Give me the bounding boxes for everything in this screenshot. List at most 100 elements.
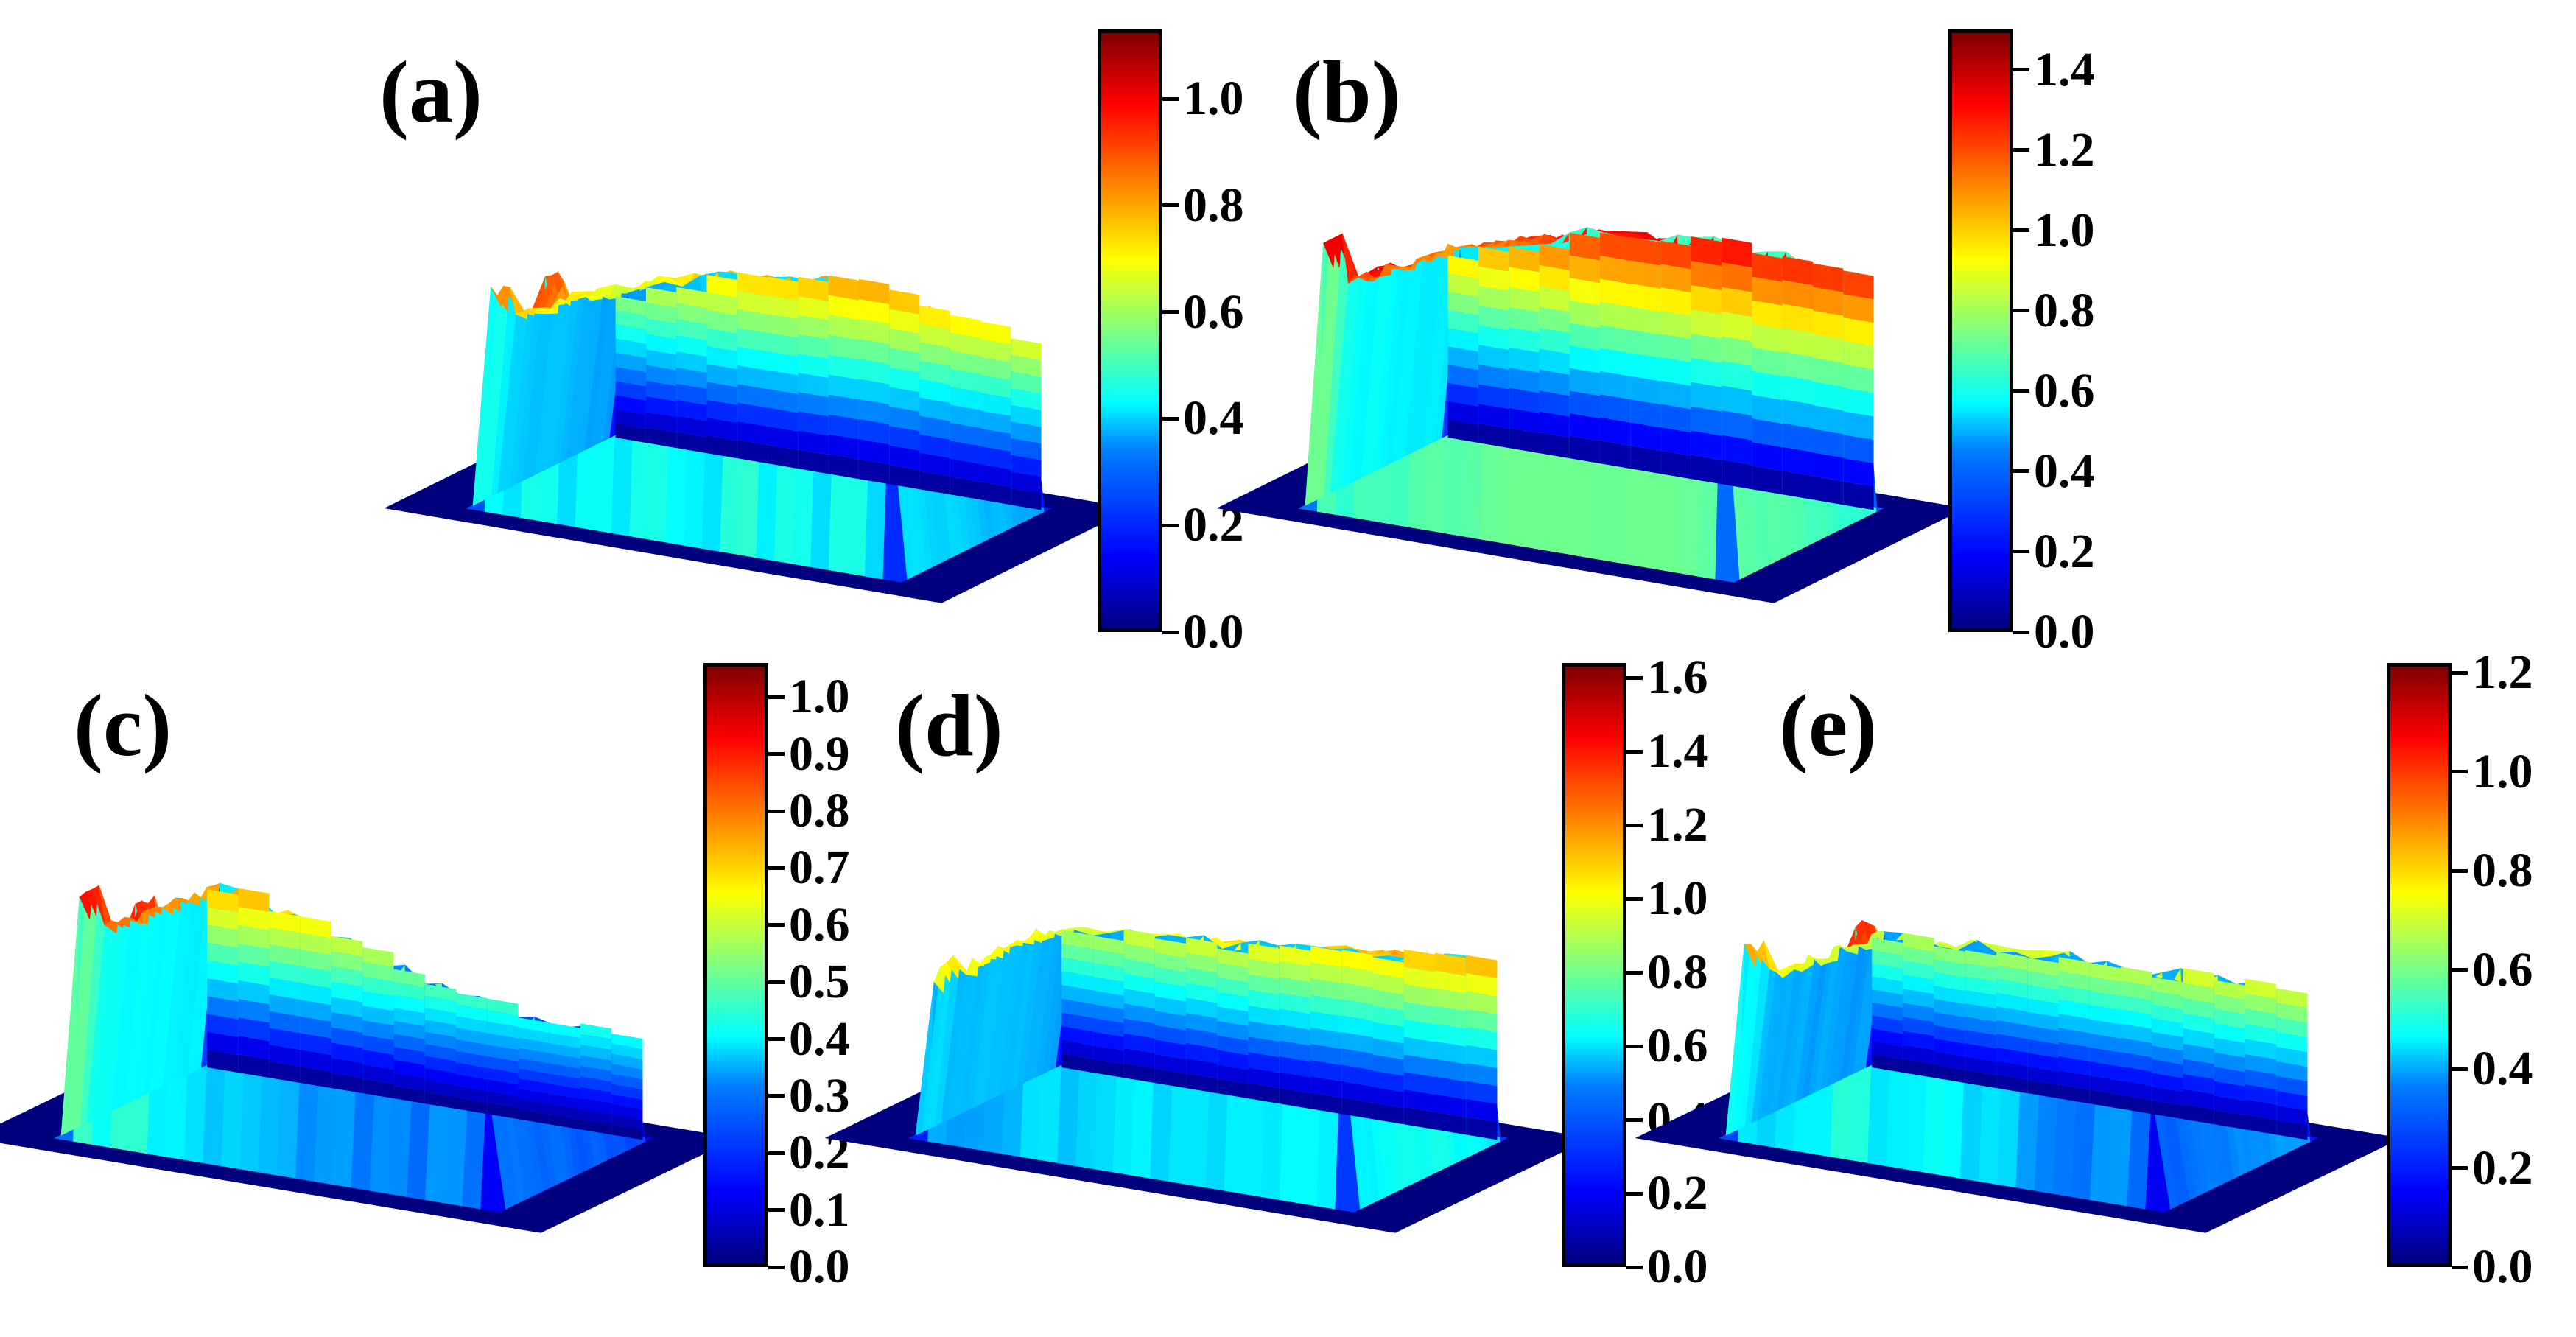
surface-wall: [645, 427, 677, 449]
surface-wall: [980, 446, 1011, 469]
surface-wall: [858, 319, 890, 345]
surface-wall: [980, 428, 1011, 452]
surface-wall: [615, 338, 646, 358]
surface-wall: [1011, 471, 1042, 494]
surface-wall: [980, 463, 1011, 488]
colorbar-tick-label: 1.0: [2472, 744, 2533, 799]
surface-wall: [919, 434, 950, 458]
colorbar-tick: [2452, 868, 2468, 873]
surface-wall: [615, 324, 646, 344]
surface-wall: [889, 289, 920, 315]
surface-wall: [737, 421, 768, 445]
surface-wall: [768, 444, 799, 469]
surface-wall: [615, 423, 646, 443]
colorbar-tick-label: 0.4: [1183, 391, 1244, 446]
surface-wall: [798, 372, 829, 398]
surface-wall: [768, 426, 799, 450]
surface-wall: [737, 439, 768, 464]
surface-wall: [828, 394, 859, 420]
colorbar-tick-label: 0.8: [2472, 843, 2533, 898]
surface-wall: [828, 334, 859, 360]
surface-wall: [676, 399, 707, 421]
surface-wall: [980, 482, 1011, 505]
surface-wall: [828, 454, 859, 480]
surface-wall: [1011, 421, 1042, 443]
surface-wall: [950, 441, 980, 464]
surface-wall: [768, 314, 799, 338]
colorbar-tick: [1162, 523, 1179, 527]
colorbar-tick-label: 0.8: [1183, 178, 1244, 232]
surface-wall: [919, 342, 950, 366]
surface-wall: [768, 351, 799, 376]
surface-wall: [768, 276, 799, 301]
surface-wall: [858, 438, 890, 465]
surface-wall: [615, 352, 646, 373]
surface-wall: [676, 303, 707, 325]
surface-wall: [737, 309, 768, 334]
surface-wall: [615, 367, 646, 387]
surface-wall: [645, 303, 677, 324]
surface-wall: [950, 332, 980, 357]
surface-wall: [828, 315, 859, 340]
surface-wall: [950, 404, 980, 428]
surface-wall: [950, 315, 980, 339]
surface-wall: [919, 452, 950, 477]
surface-wall: [889, 464, 920, 490]
surface-wall: [768, 295, 799, 320]
surface-wall: [919, 323, 950, 348]
colorbar-tick: [2452, 1067, 2468, 1071]
surface-wall: [980, 357, 1011, 381]
surface-wall: [798, 295, 829, 320]
colorbar-tick-label: 0.6: [1183, 284, 1244, 339]
surface-wall: [889, 406, 920, 432]
surface-wall: [950, 476, 980, 500]
surface-wall: [706, 399, 737, 423]
surface-wall: [676, 383, 707, 405]
surface-wall: [706, 328, 737, 351]
surface-wall: [950, 351, 980, 374]
surface-wall: [798, 449, 829, 474]
surface-wall: [706, 292, 737, 316]
surface-wall: [858, 379, 890, 404]
surface-wall: [615, 310, 646, 330]
colorbar-tick: [1162, 416, 1179, 421]
surface-wall: [1011, 338, 1042, 360]
surface-wall: [919, 415, 950, 440]
colorbar-tick: [2452, 670, 2468, 675]
surface-wall: [798, 276, 829, 301]
surface-wall: [889, 329, 920, 354]
surface-wall: [889, 387, 920, 412]
colorbar-tick: [2452, 770, 2468, 774]
surface-wall: [980, 321, 1011, 345]
colorbar-tick: [1162, 630, 1179, 634]
surface-wall: [676, 335, 707, 357]
surface-wall: [889, 445, 920, 470]
surface-wall: [798, 334, 829, 359]
surface-wall: [858, 278, 890, 304]
surface-wall: [828, 374, 859, 400]
surface-wall: [645, 365, 677, 386]
colorbar-tick: [2452, 968, 2468, 972]
surface-wall: [828, 354, 859, 380]
surface-wall: [737, 365, 768, 390]
surface-wall: [615, 395, 646, 415]
surface-wall: [645, 349, 677, 371]
surface-wall: [798, 392, 829, 417]
surface-wall: [676, 319, 707, 341]
panel-label-0: (a): [379, 43, 482, 141]
surface-wall: [950, 368, 980, 393]
surface-wall: [828, 275, 859, 301]
colorbar-tick: [2452, 1166, 2468, 1171]
surface-wall: [706, 435, 737, 459]
surface-wall: [889, 348, 920, 373]
surface-wall: [676, 351, 707, 373]
surface-wall: [950, 458, 980, 482]
surface-wall: [889, 426, 920, 451]
surface-wall: [1011, 488, 1042, 510]
surface-wall: [858, 298, 890, 325]
surface-wall: [1011, 371, 1042, 394]
surface-wall: [798, 353, 829, 379]
